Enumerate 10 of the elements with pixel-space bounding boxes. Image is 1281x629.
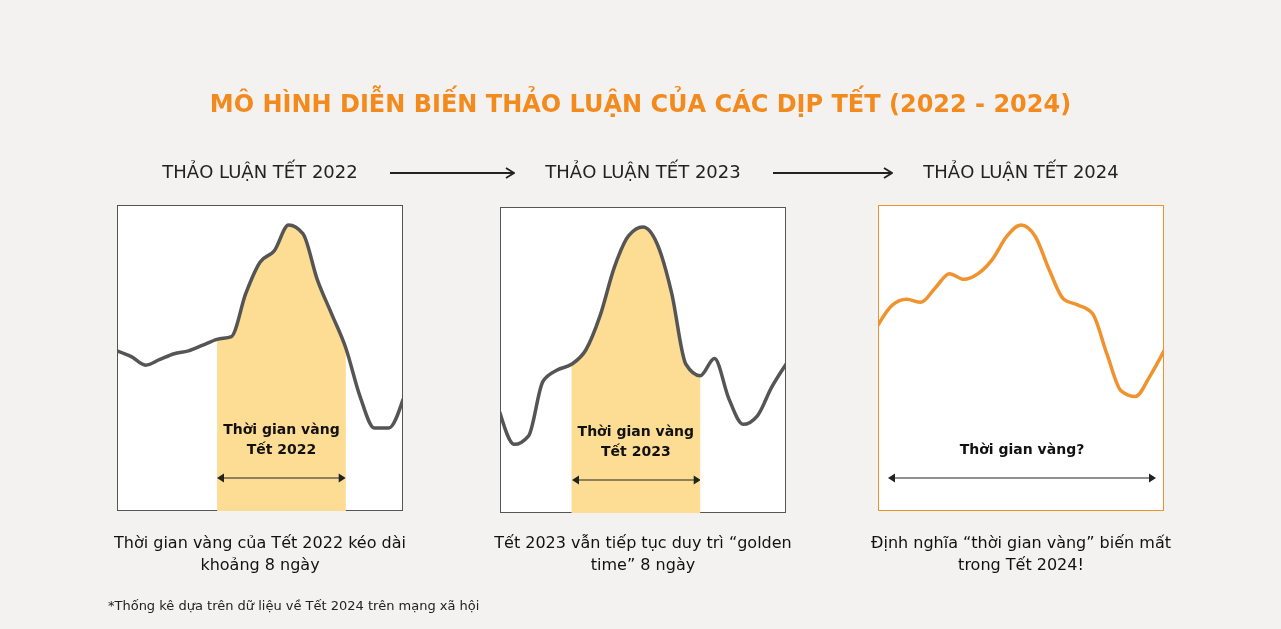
chart-subtitle: THẢO LUẬN TẾT 2023 bbox=[544, 161, 742, 182]
annotation: Thời gian vàng Tết 2023 bbox=[576, 422, 696, 461]
annotation: Thời gian vàng Tết 2022 bbox=[222, 420, 341, 459]
text: Tết 2023 vẫn tiếp tục duy trì “golden time” 8 ngày bbox=[493, 532, 793, 576]
chart-subtitle: THẢO LUẬN TẾT 2022 bbox=[161, 161, 359, 182]
text: Định nghĩa “thời gian vàng” biến mất trong Tết 2024! bbox=[871, 532, 1171, 576]
chart-subtitle: THẢO LUẬN TẾT 2024 bbox=[922, 161, 1120, 182]
annotation: Thời gian vàng? bbox=[958, 440, 1086, 459]
text: *Thống kê dựa trên dữ liệu về Tết 2024 trên mạng xã hội bbox=[108, 598, 480, 613]
text: Thời gian vàng của Tết 2022 kéo dài khoảng 8 ngày bbox=[113, 532, 407, 576]
